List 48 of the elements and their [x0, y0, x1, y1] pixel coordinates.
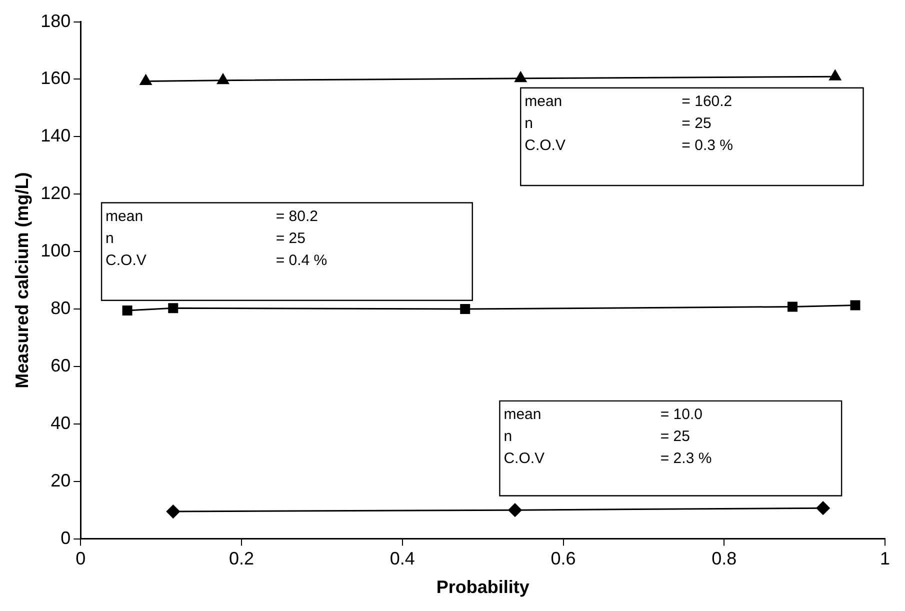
point: [829, 70, 842, 80]
x-tick-label: 0.6: [550, 548, 576, 569]
annotation: = 80.2: [276, 208, 318, 225]
point: [788, 302, 798, 312]
point: [166, 504, 180, 518]
annotation: C.O.V: [524, 137, 566, 154]
point: [850, 300, 860, 310]
point: [122, 305, 132, 316]
y-tick-label: 20: [50, 470, 71, 490]
y-tick-label: 100: [40, 240, 71, 261]
point: [460, 304, 470, 314]
annotation: n: [106, 230, 114, 247]
point: [140, 74, 152, 86]
y-tick-label: 60: [50, 355, 71, 376]
x-tick-label: 0.8: [712, 548, 737, 569]
annotation: = 0.4 %: [276, 252, 328, 269]
point: [168, 303, 178, 314]
annotation: = 10.0: [660, 406, 703, 424]
y-tick-label: 160: [40, 68, 71, 88]
point: [508, 503, 522, 517]
y-tick-label: 0: [60, 528, 71, 548]
x-tick-label: 0.4: [390, 548, 415, 569]
x-tick-label: 0.2: [228, 548, 254, 569]
annotation: n: [504, 428, 512, 446]
point: [816, 501, 830, 515]
annotation: mean: [524, 93, 562, 110]
annotation: = 0.3 %: [682, 137, 733, 154]
annotation: = 25: [682, 115, 712, 132]
y-tick-label: 40: [50, 412, 71, 433]
annotation: C.O.V: [106, 252, 146, 269]
y-tick-label: 140: [40, 126, 71, 146]
x-tick-label: 1: [880, 548, 890, 569]
x-axis-title: Probability: [436, 577, 530, 598]
y-tick-label: 80: [50, 298, 71, 318]
annotation: mean: [106, 208, 144, 225]
y-tick-label: 120: [40, 183, 71, 204]
annotation: = 2.3 %: [660, 450, 712, 468]
annotation: = 160.2: [682, 93, 732, 110]
point: [217, 74, 229, 84]
annotation: mean: [504, 406, 542, 424]
y-axis-title: Measured calcium (mg/L): [12, 172, 32, 388]
x-tick-label: 0: [76, 548, 86, 569]
annotation: = 25: [660, 428, 690, 446]
annotation: C.O.V: [504, 450, 545, 468]
point: [514, 72, 527, 82]
annotation: = 25: [276, 230, 306, 247]
annotation: n: [524, 115, 533, 132]
y-tick-label: 180: [40, 10, 71, 31]
